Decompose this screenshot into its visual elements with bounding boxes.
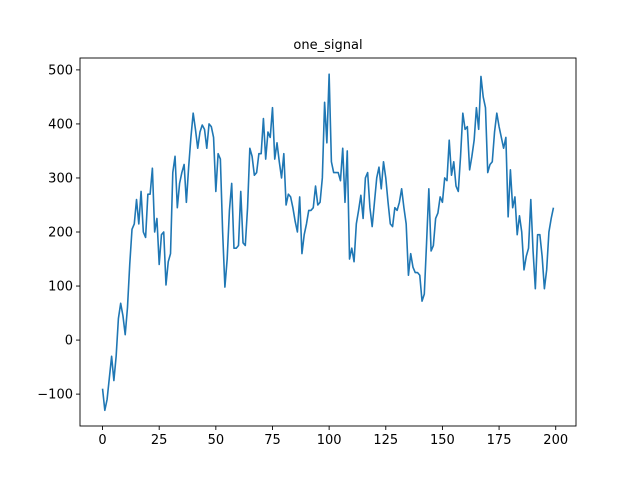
x-axis: 0 25 50 75 100 125 150 175 200 xyxy=(98,426,568,448)
x-tick-label: 100 xyxy=(317,433,342,448)
y-tick-label: 0 xyxy=(65,334,73,349)
y-tick-label: 200 xyxy=(48,226,73,241)
y-tick-label: 100 xyxy=(48,280,73,295)
y-tick-label: 500 xyxy=(48,63,73,78)
x-tick-label: 0 xyxy=(98,433,106,448)
series-line xyxy=(101,73,555,412)
y-axis: −100 0 100 200 300 400 500 xyxy=(37,63,80,403)
x-tick-label: 75 xyxy=(264,433,281,448)
x-tick-label: 200 xyxy=(543,433,568,448)
y-tick-label: 400 xyxy=(48,117,73,132)
x-tick-label: 50 xyxy=(208,433,225,448)
chart-title: one_signal xyxy=(293,38,362,53)
x-tick-label: 175 xyxy=(487,433,512,448)
x-tick-label: 125 xyxy=(373,433,398,448)
x-tick-label: 25 xyxy=(151,433,168,448)
y-tick-label: −100 xyxy=(37,388,73,403)
axes-frame xyxy=(79,57,577,427)
x-tick-label: 150 xyxy=(430,433,455,448)
y-tick-label: 300 xyxy=(48,171,73,186)
